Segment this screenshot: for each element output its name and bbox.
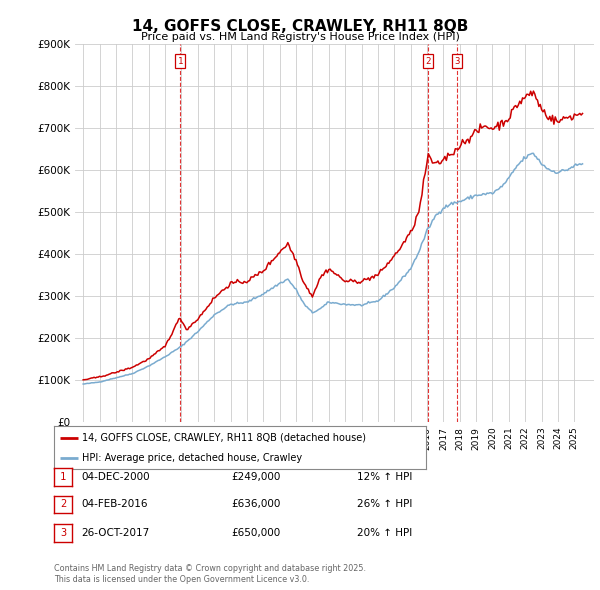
Text: 2: 2 — [425, 57, 431, 65]
Text: 3: 3 — [60, 528, 66, 537]
Text: Price paid vs. HM Land Registry's House Price Index (HPI): Price paid vs. HM Land Registry's House … — [140, 32, 460, 42]
Text: 1: 1 — [60, 472, 66, 481]
Text: 3: 3 — [454, 57, 460, 65]
Text: 04-DEC-2000: 04-DEC-2000 — [81, 472, 149, 481]
Text: 14, GOFFS CLOSE, CRAWLEY, RH11 8QB (detached house): 14, GOFFS CLOSE, CRAWLEY, RH11 8QB (deta… — [82, 432, 366, 442]
Text: 1: 1 — [178, 57, 183, 65]
Text: 12% ↑ HPI: 12% ↑ HPI — [357, 472, 412, 481]
Text: £650,000: £650,000 — [231, 528, 280, 537]
Text: 20% ↑ HPI: 20% ↑ HPI — [357, 528, 412, 537]
Text: 2: 2 — [60, 500, 66, 509]
Text: HPI: Average price, detached house, Crawley: HPI: Average price, detached house, Craw… — [82, 453, 302, 463]
Text: This data is licensed under the Open Government Licence v3.0.: This data is licensed under the Open Gov… — [54, 575, 310, 584]
Text: £249,000: £249,000 — [231, 472, 280, 481]
Text: 26% ↑ HPI: 26% ↑ HPI — [357, 500, 412, 509]
Text: 26-OCT-2017: 26-OCT-2017 — [81, 528, 149, 537]
Text: £636,000: £636,000 — [231, 500, 280, 509]
Text: 04-FEB-2016: 04-FEB-2016 — [81, 500, 148, 509]
Text: Contains HM Land Registry data © Crown copyright and database right 2025.: Contains HM Land Registry data © Crown c… — [54, 565, 366, 573]
Text: 14, GOFFS CLOSE, CRAWLEY, RH11 8QB: 14, GOFFS CLOSE, CRAWLEY, RH11 8QB — [132, 19, 468, 34]
